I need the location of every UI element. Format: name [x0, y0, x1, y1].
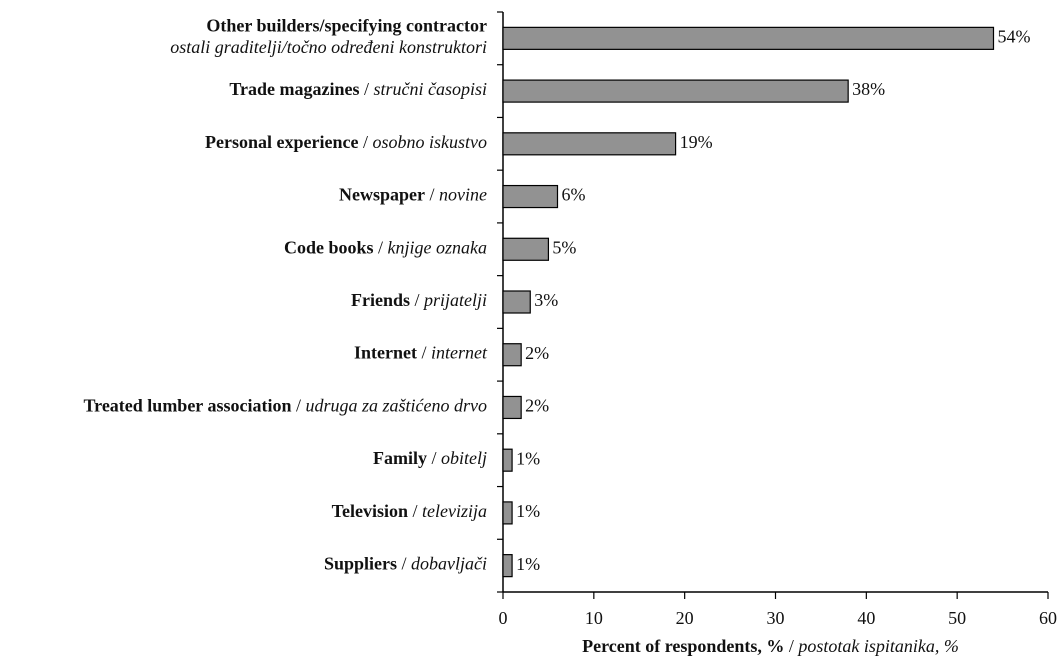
- label-separator: /: [408, 501, 422, 521]
- bar: [502, 343, 522, 367]
- label-en: Suppliers: [324, 554, 397, 574]
- label-separator: /: [417, 343, 431, 363]
- label-hr: televizija: [422, 501, 487, 521]
- label-hr: internet: [431, 343, 488, 363]
- bar: [502, 132, 677, 156]
- y-tick-label: Internet / internet: [354, 343, 488, 363]
- y-tick-label: Television / televizija: [332, 501, 487, 521]
- label-separator: /: [291, 396, 305, 416]
- y-tick-label: Friends / prijatelji: [351, 290, 487, 310]
- data-label: 54%: [998, 26, 1031, 46]
- x-tick-label: 20: [676, 608, 694, 628]
- label-separator: /: [784, 636, 798, 656]
- label-en: Trade magazines: [229, 79, 359, 99]
- x-tick-label: 40: [857, 608, 875, 628]
- label-separator: /: [427, 448, 441, 468]
- label-separator: /: [374, 237, 388, 257]
- label-separator: /: [397, 554, 411, 574]
- bar: [502, 26, 995, 50]
- data-label: 38%: [852, 79, 885, 99]
- bar: [502, 184, 559, 209]
- label-en: Other builders/specifying contractor: [206, 16, 487, 36]
- label-en: Code books: [284, 237, 374, 257]
- y-tick-label: Treated lumber association / udruga za z…: [83, 396, 487, 416]
- bar: [502, 237, 550, 261]
- y-tick-label: Suppliers / dobavljači: [324, 554, 487, 574]
- data-label: 2%: [525, 396, 549, 416]
- label-en: Treated lumber association: [83, 396, 291, 416]
- label-hr: dobavljači: [411, 554, 487, 574]
- label-separator: /: [425, 185, 439, 205]
- y-tick-label: Family / obitelj: [373, 448, 487, 468]
- bar: [502, 79, 849, 103]
- y-tick-label: Trade magazines / stručni časopisi: [229, 79, 487, 99]
- x-tick-label: 60: [1039, 608, 1057, 628]
- label-en: Family: [373, 448, 427, 468]
- label-hr: novine: [439, 185, 487, 205]
- x-axis-label: Percent of respondents, % / postotak isp…: [582, 636, 959, 656]
- data-label: 1%: [516, 554, 540, 574]
- label-hr: udruga za zaštićeno drvo: [306, 396, 488, 416]
- data-label: 1%: [516, 448, 540, 468]
- label-en: Personal experience: [205, 132, 358, 152]
- label-en: Internet: [354, 343, 417, 363]
- y-tick-label: Newspaper / novine: [339, 185, 487, 205]
- bar: [502, 448, 513, 472]
- data-label: 1%: [516, 501, 540, 521]
- bar: [502, 554, 513, 578]
- x-tick-label: 0: [499, 608, 508, 628]
- data-label: 6%: [562, 185, 586, 205]
- label-hr: obitelj: [441, 448, 487, 468]
- data-label: 5%: [552, 237, 576, 257]
- label-separator: /: [359, 79, 373, 99]
- x-tick-label: 50: [948, 608, 966, 628]
- label-separator: /: [358, 132, 372, 152]
- label-separator: /: [410, 290, 424, 310]
- label-en: Newspaper: [339, 185, 425, 205]
- label-hr: prijatelji: [422, 290, 487, 310]
- label-hr: postotak ispitanika, %: [796, 636, 959, 656]
- label-en: Television: [332, 501, 408, 521]
- y-tick-label: Personal experience / osobno iskustvo: [205, 132, 487, 152]
- label-hr: knjige oznaka: [388, 237, 487, 257]
- label-hr: ostali graditelji/točno određeni konstru…: [170, 37, 487, 57]
- y-tick-label: Other builders/specifying contractor osta…: [170, 16, 487, 58]
- x-tick-label: 10: [585, 608, 603, 628]
- bar: [502, 290, 531, 314]
- data-label: 2%: [525, 343, 549, 363]
- label-en: Percent of respondents, %: [582, 636, 784, 656]
- label-en: Friends: [351, 290, 410, 310]
- data-label: 19%: [680, 132, 713, 152]
- data-label: 3%: [534, 290, 558, 310]
- x-tick-label: 30: [767, 608, 785, 628]
- label-hr: stručni časopisi: [373, 79, 487, 99]
- bar: [502, 395, 522, 420]
- y-tick-label: Code books / knjige oznaka: [284, 237, 487, 257]
- bar: [502, 501, 513, 525]
- label-hr: osobno iskustvo: [373, 132, 488, 152]
